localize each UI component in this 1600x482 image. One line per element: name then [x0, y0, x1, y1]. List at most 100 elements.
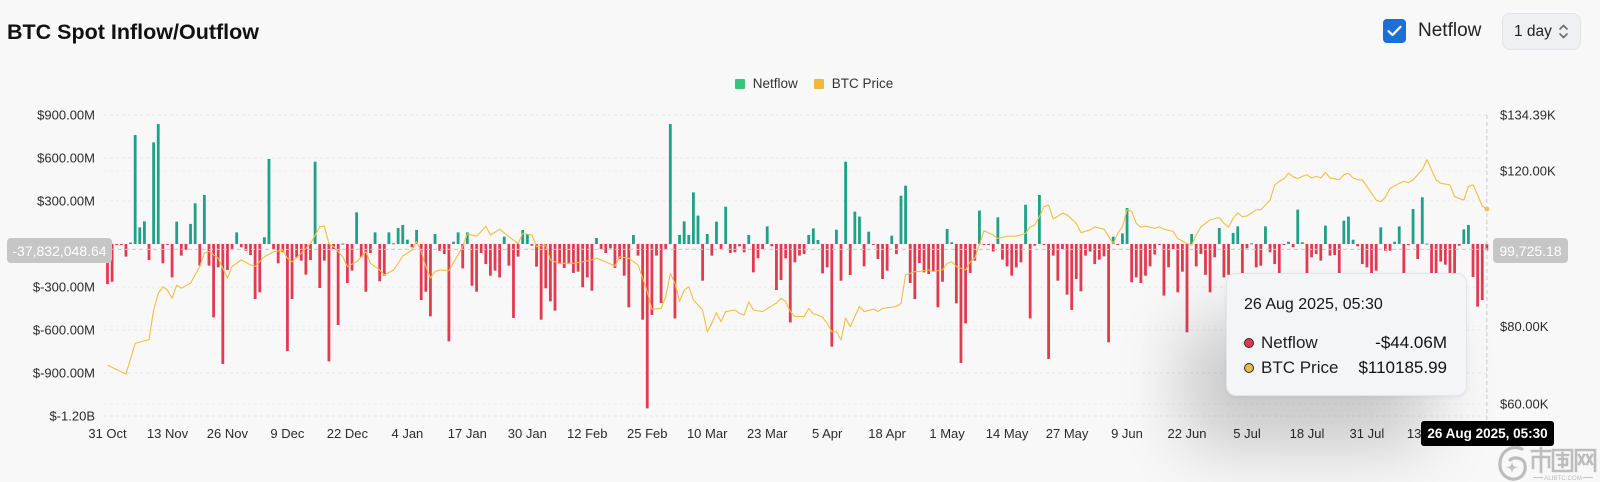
netflow-bar-negative — [184, 244, 188, 250]
netflow-bar-positive — [904, 185, 907, 244]
netflow-bar-negative — [475, 244, 478, 292]
netflow-bar-negative — [1051, 244, 1055, 256]
btc-price-line — [107, 159, 1488, 375]
netflow-bar-negative — [1097, 244, 1101, 260]
netflow-bar-negative — [147, 244, 151, 261]
netflow-bar-positive — [747, 234, 751, 244]
x-tick-label: 14 May — [986, 426, 1029, 441]
netflow-bar-negative — [276, 244, 280, 264]
netflow-bar-positive — [1037, 194, 1041, 244]
netflow-bar-positive — [765, 226, 769, 244]
netflow-bar-negative — [1181, 244, 1184, 272]
netflow-bar-negative — [1088, 244, 1092, 252]
interval-select-value: 1 day — [1514, 22, 1552, 40]
netflow-bar-negative — [1167, 244, 1170, 268]
netflow-bar-negative — [1070, 244, 1074, 310]
netflow-bar-positive — [465, 232, 469, 244]
y-right-tick-label: $80.00K — [1500, 319, 1549, 334]
netflow-bar-negative — [1157, 244, 1161, 245]
netflow-bar-positive — [705, 233, 709, 244]
y-right-tick-label: $60.00K — [1500, 397, 1549, 412]
netflow-bar-negative — [618, 244, 621, 260]
netflow-bar-negative — [599, 244, 603, 250]
netflow-bar-negative — [226, 244, 229, 270]
netflow-bar-positive — [175, 221, 179, 244]
netflow-bar-negative — [1019, 244, 1023, 263]
netflow-bar-negative — [350, 244, 354, 271]
netflow-bar-positive — [1217, 227, 1221, 244]
netflow-toggle-label[interactable]: Netflow — [1418, 20, 1482, 41]
netflow-bar-negative — [378, 244, 382, 282]
netflow-bar-negative — [1047, 244, 1051, 359]
netflow-bar-negative — [221, 244, 225, 364]
netflow-bar-negative — [779, 244, 783, 280]
netflow-bar-negative — [530, 244, 534, 246]
legend-swatch-netflow — [734, 79, 745, 89]
legend-item-netflow[interactable]: Netflow — [707, 76, 798, 92]
netflow-bar-negative — [567, 244, 571, 265]
netflow-bar-negative — [1134, 244, 1138, 278]
watermark-site: ALIBTC.COM — [1544, 475, 1582, 482]
netflow-bar-negative — [1162, 244, 1166, 296]
tooltip-value-btc-price: $110185.99 — [1358, 358, 1447, 377]
netflow-bar-positive — [715, 221, 718, 244]
netflow-bar-negative — [1480, 244, 1484, 301]
netflow-bar-negative — [512, 244, 515, 318]
netflow-bar-negative — [170, 244, 174, 278]
netflow-bar-positive — [1420, 197, 1424, 244]
netflow-bar-positive — [355, 212, 359, 244]
x-tick-label: 18 Apr — [868, 426, 906, 441]
netflow-bar-negative — [244, 244, 248, 251]
netflow-bar-negative — [438, 244, 442, 251]
netflow-bar-positive — [1351, 239, 1355, 244]
netflow-bar-positive — [595, 237, 598, 244]
x-tick-label: 5 Jul — [1233, 426, 1261, 441]
netflow-bar-negative — [382, 244, 386, 276]
netflow-bar-negative — [429, 244, 432, 317]
netflow-bar-negative — [1273, 244, 1277, 265]
interval-select[interactable]: 1 day — [1502, 13, 1581, 50]
netflow-toggle[interactable]: Netflow — [1383, 19, 1481, 43]
netflow-bar-negative — [447, 244, 451, 342]
netflow-bar-negative — [572, 244, 575, 273]
netflow-bar-positive — [1190, 233, 1194, 244]
netflow-bar-negative — [738, 244, 741, 247]
netflow-bar-negative — [881, 244, 884, 279]
y-left-tick-label: $-600.00M — [33, 323, 95, 338]
netflow-bar-positive — [525, 233, 529, 244]
netflow-bar-negative — [991, 244, 995, 252]
btc-price-dot-icon — [1244, 363, 1254, 373]
netflow-bar-positive — [1425, 243, 1429, 245]
legend-swatch-btc-price — [813, 79, 824, 89]
netflow-bar-positive — [853, 211, 857, 244]
netflow-bar-positive — [387, 232, 391, 244]
netflow-bar-positive — [1462, 229, 1466, 244]
netflow-bar-negative — [987, 244, 991, 245]
tooltip-value-netflow: -$44.06M — [1375, 333, 1447, 352]
netflow-bar-positive — [691, 192, 695, 244]
netflow-bar-negative — [327, 244, 331, 362]
netflow-checkbox[interactable] — [1383, 19, 1406, 43]
netflow-bar-positive — [1467, 224, 1470, 244]
netflow-bar-positive — [502, 236, 506, 244]
netflow-bar-negative — [1471, 244, 1475, 277]
netflow-bar-negative — [1185, 244, 1189, 333]
netflow-bar-positive — [978, 210, 981, 244]
netflow-bar-negative — [1116, 244, 1120, 245]
netflow-bar-negative — [1222, 244, 1226, 278]
netflow-bar-negative — [1171, 244, 1175, 250]
netflow-bar-negative — [281, 244, 285, 253]
legend-item-btc-price[interactable]: BTC Price — [813, 76, 893, 92]
netflow-bar-negative — [973, 244, 977, 261]
netflow-bar-negative — [590, 244, 594, 291]
netflow-bar-negative — [1194, 244, 1198, 267]
netflow-bar-positive — [189, 223, 192, 244]
netflow-bar-negative — [825, 244, 829, 268]
x-tick-label: 9 Jun — [1111, 426, 1143, 441]
netflow-bar-negative — [1204, 244, 1207, 275]
tooltip-row-btc-price: BTC Price $110185.99 — [1244, 357, 1447, 379]
netflow-bar-negative — [272, 244, 275, 250]
netflow-bar-negative — [493, 244, 497, 271]
netflow-bar-negative — [756, 244, 760, 259]
